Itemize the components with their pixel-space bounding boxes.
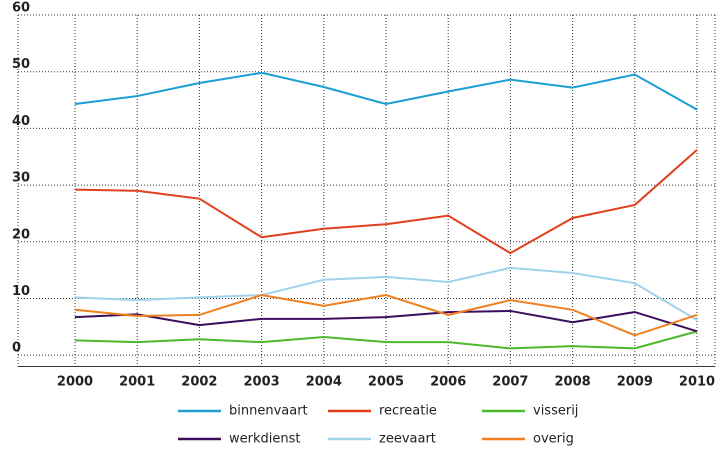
y-tick-label: 30 xyxy=(12,171,30,186)
line-series xyxy=(74,71,698,111)
legend-label: overig xyxy=(533,432,574,447)
x-tick-label: 2002 xyxy=(181,375,217,390)
line-series xyxy=(74,294,698,337)
legend-label: recreatie xyxy=(379,404,437,419)
legend-label: visserij xyxy=(533,404,578,419)
x-tick-label: 2007 xyxy=(492,375,528,390)
x-tick-label: 2006 xyxy=(430,375,466,390)
y-tick-label: 0 xyxy=(12,341,21,356)
y-tick-label: 60 xyxy=(12,1,30,16)
y-tick-label: 10 xyxy=(12,284,30,299)
y-tick-label: 40 xyxy=(12,114,30,129)
line-series xyxy=(74,266,698,321)
x-tick-label: 2003 xyxy=(244,375,280,390)
x-tick-label: 2009 xyxy=(617,375,653,390)
x-tick-label: 2000 xyxy=(57,375,93,390)
line-series xyxy=(74,330,698,350)
line-series xyxy=(74,149,698,255)
x-tick-label: 2004 xyxy=(306,375,342,390)
x-tick-label: 2008 xyxy=(555,375,591,390)
x-tick-label: 2005 xyxy=(368,375,404,390)
legend-label: zeevaart xyxy=(379,432,436,447)
y-tick-label: 20 xyxy=(12,227,30,242)
legend-label: binnenvaart xyxy=(229,404,308,419)
x-tick-label: 2010 xyxy=(679,375,715,390)
y-tick-label: 50 xyxy=(12,57,30,72)
x-tick-label: 2001 xyxy=(119,375,155,390)
legend-label: werkdienst xyxy=(229,432,300,447)
